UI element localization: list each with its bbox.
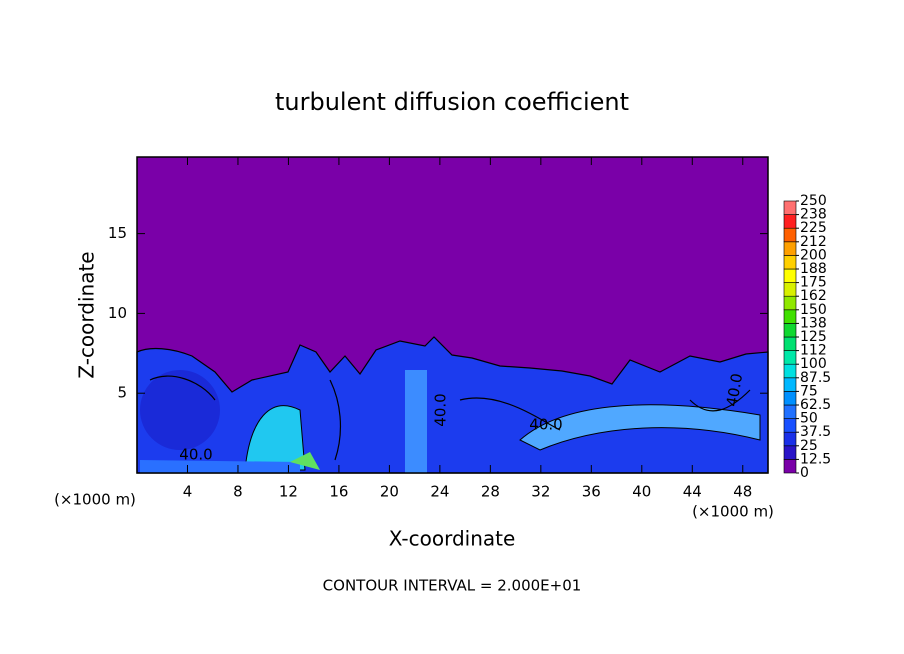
streak: [405, 370, 427, 473]
colorbar-bin: [783, 200, 797, 215]
x-tick-label: 20: [380, 483, 399, 501]
plot-frame: [136, 156, 769, 474]
colorbar-label: 62.5: [800, 397, 831, 413]
contour-label: 40.0: [529, 416, 562, 434]
colorbar-bin: [783, 309, 797, 324]
colorbar-bin: [783, 214, 797, 229]
x-tick-label: 32: [531, 483, 550, 501]
streak: [140, 460, 300, 473]
x-unit: (×1000 m): [54, 491, 136, 509]
colorbar-label: 188: [800, 261, 827, 277]
colorbar-bin: [783, 391, 797, 406]
contour-label: 40.0: [432, 393, 450, 426]
chart-title: turbulent diffusion coefficient: [275, 88, 629, 116]
colorbar-bin: [783, 377, 797, 392]
y-tick-label: 10: [108, 304, 127, 322]
colorbar-bin: [783, 363, 797, 379]
colorbar-bin: [783, 445, 797, 460]
x-tick-label: 16: [329, 483, 348, 501]
y-axis-label: Z-coordinate: [75, 251, 99, 378]
colorbar-bin: [783, 459, 797, 474]
eddy: [140, 370, 220, 450]
x-tick-label: 44: [683, 483, 702, 501]
field: 40.0 40.0 40.0 40.0: [136, 157, 769, 474]
x-tick-label: 48: [733, 483, 752, 501]
colorbar-label: 12.5: [800, 451, 831, 467]
contour-label: 40.0: [723, 372, 747, 408]
contour-label: 40.0: [179, 446, 212, 464]
x-axis-label: X-coordinate: [389, 527, 516, 551]
x-tick-label: 36: [582, 483, 601, 501]
colorbar-label: 100: [800, 356, 827, 372]
x-unit: (×1000 m): [692, 503, 774, 521]
streak: [290, 452, 320, 470]
colorbar-bin: [783, 323, 797, 338]
colorbar-bin: [783, 282, 797, 297]
colorbar-label: 238: [800, 207, 827, 223]
colorbar-label: 175: [800, 275, 827, 291]
colorbar-bin: [783, 350, 797, 365]
colorbar-label: 150: [800, 302, 827, 318]
colorbar-label: 37.5: [800, 424, 831, 440]
colorbar-bin: [783, 241, 797, 256]
colorbar-bin: [783, 336, 797, 351]
colorbar-bin: [783, 268, 797, 283]
colorbar-label: 250: [800, 193, 827, 209]
x-tick-label: 8: [233, 483, 243, 501]
colorbar-label: 87.5: [800, 370, 831, 386]
colorbar-label: 138: [800, 315, 827, 331]
x-tick-label: 40: [632, 483, 651, 501]
colorbar-label: 200: [800, 247, 827, 263]
colorbar-bin: [783, 404, 797, 419]
contour-line: [149, 375, 751, 461]
colorbar-bin: [783, 431, 797, 447]
colorbar-label: 225: [800, 220, 827, 236]
colorbar-label: 50: [800, 411, 818, 427]
colorbar-bin: [783, 227, 797, 243]
colorbar-label: 125: [800, 329, 827, 345]
colorbar-label: 112: [800, 343, 827, 359]
footer: CONTOUR INTERVAL = 2.000E+01: [323, 577, 582, 595]
streak: [244, 405, 306, 471]
colorbar-bin: [783, 255, 797, 270]
colorbar-label: 75: [800, 383, 818, 399]
colorbar-label: 25: [800, 438, 818, 454]
y-tick-label: 15: [108, 224, 127, 242]
colorbar-bin: [783, 295, 797, 311]
colorbar-label: 0: [800, 465, 809, 481]
streak: [519, 404, 761, 451]
colorbar-bin: [783, 418, 797, 433]
colorbar-label: 212: [800, 234, 827, 250]
x-tick-label: 24: [430, 483, 449, 501]
y-tick-label: 5: [117, 384, 127, 402]
colorbar-label: 162: [800, 288, 827, 304]
x-tick-label: 12: [279, 483, 298, 501]
x-tick-label: 4: [183, 483, 193, 501]
x-tick-label: 28: [481, 483, 500, 501]
